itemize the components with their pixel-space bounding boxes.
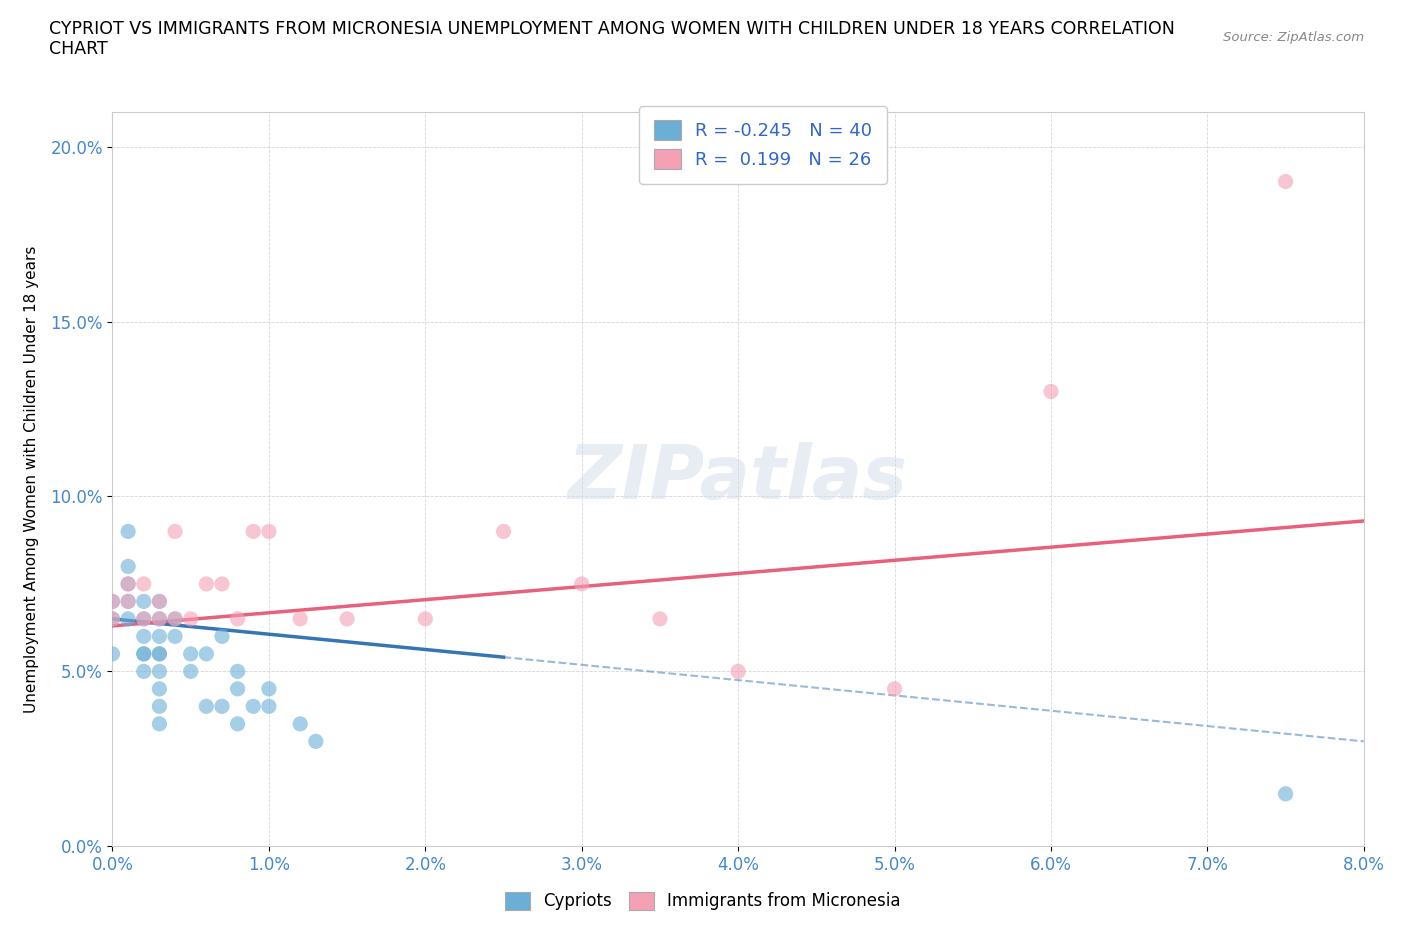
Point	[257, 682, 280, 697]
Point	[242, 524, 264, 538]
Text: CYPRIOT VS IMMIGRANTS FROM MICRONESIA UNEMPLOYMENT AMONG WOMEN WITH CHILDREN UND: CYPRIOT VS IMMIGRANTS FROM MICRONESIA UN…	[49, 20, 1175, 38]
Point	[226, 664, 249, 679]
Point	[132, 594, 155, 609]
Point	[163, 611, 186, 626]
Point	[132, 646, 155, 661]
Point	[132, 664, 155, 679]
Point	[132, 611, 155, 626]
Point	[242, 699, 264, 714]
Point	[1039, 384, 1063, 399]
Point	[117, 594, 139, 609]
Point	[148, 611, 170, 626]
Point	[226, 716, 249, 731]
Point	[117, 524, 139, 538]
Point	[211, 629, 233, 644]
Point	[290, 716, 312, 731]
Text: ZIPatlas: ZIPatlas	[568, 443, 908, 515]
Point	[117, 577, 139, 591]
Point	[148, 716, 170, 731]
Point	[163, 611, 186, 626]
Point	[180, 664, 202, 679]
Point	[305, 734, 328, 749]
Point	[117, 559, 139, 574]
Point	[148, 611, 170, 626]
Text: Source: ZipAtlas.com: Source: ZipAtlas.com	[1223, 31, 1364, 44]
Point	[1274, 787, 1296, 802]
Point	[492, 524, 515, 538]
Point	[1274, 174, 1296, 189]
Point	[211, 577, 233, 591]
Legend: R = -0.245   N = 40, R =  0.199   N = 26: R = -0.245 N = 40, R = 0.199 N = 26	[640, 106, 887, 183]
Point	[148, 594, 170, 609]
Point	[117, 577, 139, 591]
Point	[101, 611, 124, 626]
Point	[148, 594, 170, 609]
Point	[257, 524, 280, 538]
Y-axis label: Unemployment Among Women with Children Under 18 years: Unemployment Among Women with Children U…	[24, 246, 39, 712]
Point	[101, 611, 124, 626]
Point	[195, 646, 218, 661]
Point	[257, 699, 280, 714]
Point	[132, 629, 155, 644]
Point	[148, 646, 170, 661]
Point	[180, 611, 202, 626]
Point	[132, 577, 155, 591]
Point	[226, 611, 249, 626]
Point	[148, 629, 170, 644]
Point	[195, 699, 218, 714]
Point	[290, 611, 312, 626]
Point	[148, 646, 170, 661]
Point	[148, 699, 170, 714]
Point	[148, 664, 170, 679]
Point	[101, 594, 124, 609]
Point	[336, 611, 359, 626]
Point	[132, 646, 155, 661]
Point	[148, 682, 170, 697]
Point	[883, 682, 905, 697]
Point	[211, 699, 233, 714]
Point	[117, 611, 139, 626]
Point	[727, 664, 749, 679]
Point	[226, 682, 249, 697]
Point	[180, 646, 202, 661]
Point	[101, 646, 124, 661]
Point	[195, 577, 218, 591]
Point	[117, 594, 139, 609]
Legend: Cypriots, Immigrants from Micronesia: Cypriots, Immigrants from Micronesia	[499, 885, 907, 917]
Point	[163, 524, 186, 538]
Point	[101, 594, 124, 609]
Point	[413, 611, 436, 626]
Point	[571, 577, 593, 591]
Point	[648, 611, 671, 626]
Point	[163, 629, 186, 644]
Text: CHART: CHART	[49, 40, 108, 58]
Point	[132, 611, 155, 626]
